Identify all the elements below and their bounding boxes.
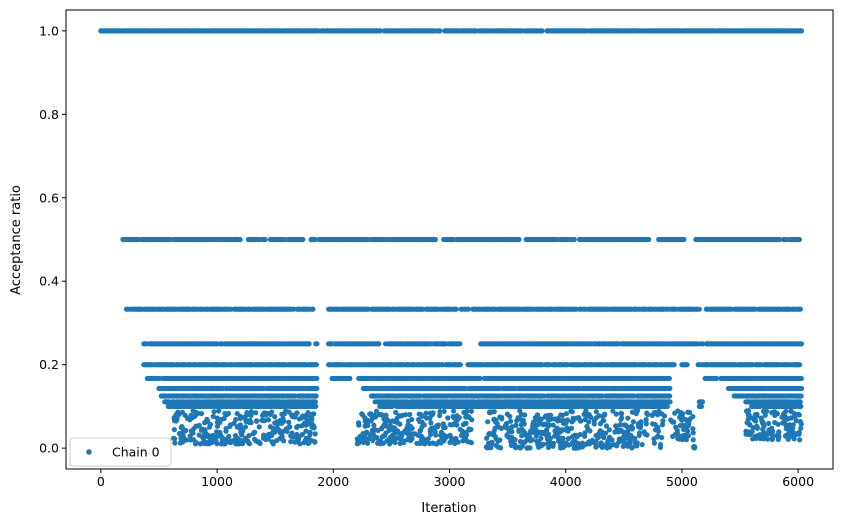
data-point — [684, 362, 690, 368]
data-point — [347, 375, 353, 382]
data-point — [237, 236, 243, 243]
data-point — [776, 236, 783, 243]
data-point — [696, 306, 702, 312]
data-point — [516, 236, 522, 243]
data-point — [667, 385, 673, 392]
data-point — [262, 236, 268, 243]
data-point — [797, 306, 804, 312]
data-point — [798, 403, 804, 410]
data-point — [799, 385, 805, 392]
data-points — [98, 28, 805, 451]
data-point — [699, 399, 706, 405]
data-point — [667, 399, 673, 405]
data-point — [465, 306, 472, 312]
data-point — [571, 236, 577, 243]
data-point — [457, 362, 464, 368]
data-point — [256, 424, 262, 430]
data-point — [314, 385, 320, 392]
data-point — [313, 403, 319, 410]
data-point — [797, 362, 803, 368]
data-point — [313, 393, 319, 399]
data-point — [432, 236, 439, 243]
data-point — [313, 362, 320, 368]
data-point — [798, 341, 805, 347]
data-point — [253, 410, 259, 416]
data-point — [306, 341, 312, 347]
data-point — [664, 403, 671, 410]
data-point — [376, 341, 382, 347]
plot-area: 0 1000 2000 3000 4000 5000 6000 0.00.20.40.60.… — [39, 9, 834, 489]
data-point — [227, 423, 233, 429]
data-point — [798, 28, 805, 34]
data-point — [457, 341, 463, 347]
data-point — [646, 236, 652, 243]
data-point — [667, 393, 673, 399]
data-point — [312, 399, 318, 405]
data-point — [312, 236, 318, 243]
data-point — [798, 393, 804, 399]
data-point — [798, 375, 804, 382]
data-point — [666, 375, 672, 382]
data-point — [310, 306, 316, 312]
data-point — [377, 28, 383, 34]
data-point — [437, 28, 443, 34]
data-point — [797, 399, 803, 405]
data-point — [300, 236, 306, 243]
data-point — [453, 306, 459, 312]
data-point — [314, 341, 320, 347]
data-point — [314, 375, 320, 382]
data-point — [671, 362, 677, 368]
data-point — [539, 28, 545, 34]
data-point — [698, 403, 705, 410]
data-point — [796, 236, 803, 243]
data-point — [681, 236, 687, 243]
data-point — [216, 408, 222, 414]
data-point — [225, 410, 232, 417]
